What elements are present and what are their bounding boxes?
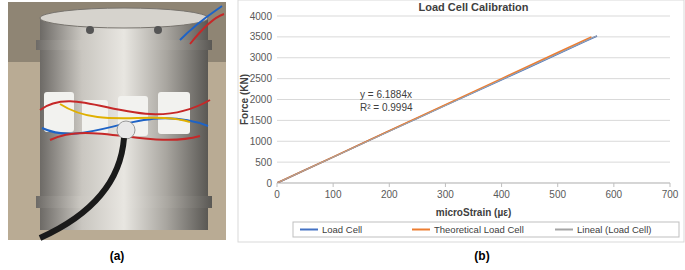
x-tick-label: 300 — [437, 189, 454, 200]
y-tick-label: 1000 — [250, 136, 273, 147]
connector — [117, 121, 135, 139]
x-tick — [501, 183, 502, 187]
panel-label: (b) — [474, 249, 489, 263]
grid-line — [277, 141, 670, 142]
photo-background — [8, 2, 226, 240]
grid-line — [277, 36, 670, 37]
chart-title: Load Cell Calibration — [418, 1, 528, 13]
panel-label: (a) — [110, 249, 125, 263]
series-line — [277, 36, 597, 183]
page: {"panel_labels": ["(a)", "(b)"], "chart_… — [0, 0, 685, 270]
grid-line — [277, 162, 670, 163]
x-tick — [333, 183, 334, 187]
x-tick-label: 600 — [606, 189, 623, 200]
y-tick-label: 500 — [255, 157, 272, 168]
y-tick-label: 3000 — [250, 52, 273, 63]
x-tick-label: 400 — [493, 189, 510, 200]
grid-line — [277, 183, 670, 184]
x-tick — [557, 183, 558, 187]
legend-box — [293, 222, 679, 237]
y-tick-label: 0 — [266, 178, 272, 189]
legend-entry: Lineal (Load Cell) — [577, 224, 651, 235]
gauge-tape — [44, 92, 74, 132]
y-tick-label: 4000 — [250, 11, 273, 22]
load-cell-photo — [8, 2, 226, 240]
cable — [40, 138, 124, 238]
x-axis-label: microStrain (µε) — [436, 207, 512, 218]
legend-swatch — [412, 229, 430, 231]
legend-swatch — [300, 229, 318, 231]
grid-line — [277, 57, 670, 58]
grid-line — [277, 16, 670, 17]
x-tick-label: 500 — [549, 189, 566, 200]
wire — [60, 104, 190, 122]
x-tick — [670, 183, 671, 187]
x-tick — [613, 183, 614, 187]
bolt — [154, 26, 162, 34]
x-tick-label: 100 — [325, 189, 342, 200]
annotation: R² = 0.9994 — [360, 102, 413, 113]
cylinder-top — [40, 8, 208, 28]
figure: (a)Load Cell Calibration0500100015002000… — [0, 0, 685, 270]
y-tick-label: 3500 — [250, 31, 273, 42]
plot-area — [277, 36, 597, 183]
grid-line — [277, 99, 670, 100]
legend-swatch — [555, 229, 573, 231]
x-tick-label: 0 — [274, 189, 280, 200]
legend-entry: Load Cell — [322, 224, 362, 235]
x-tick-label: 200 — [381, 189, 398, 200]
y-tick-label: 2000 — [250, 94, 273, 105]
y-tick-label: 2500 — [250, 73, 273, 84]
x-axis — [277, 183, 670, 184]
chart-area — [238, 0, 684, 242]
grid-line — [277, 120, 670, 121]
x-tick — [277, 183, 278, 187]
series-line — [277, 36, 597, 183]
legend: Load Cell Theoretical Load Cell Lineal (Lo… — [293, 222, 679, 237]
legend-entry: Theoretical Load Cell — [434, 224, 524, 235]
x-tick — [389, 183, 390, 187]
x-tick — [445, 183, 446, 187]
y-tick-label: 1500 — [250, 115, 273, 126]
wire — [180, 6, 222, 40]
bolt — [86, 26, 94, 34]
x-tick-label: 700 — [662, 189, 679, 200]
lower-flange — [36, 196, 212, 208]
y-axis-label: Force (KN) — [239, 74, 250, 125]
grid-line — [277, 78, 670, 79]
wire — [190, 14, 224, 44]
upper-flange — [36, 40, 212, 50]
annotation: y = 6.1884x — [360, 89, 412, 100]
